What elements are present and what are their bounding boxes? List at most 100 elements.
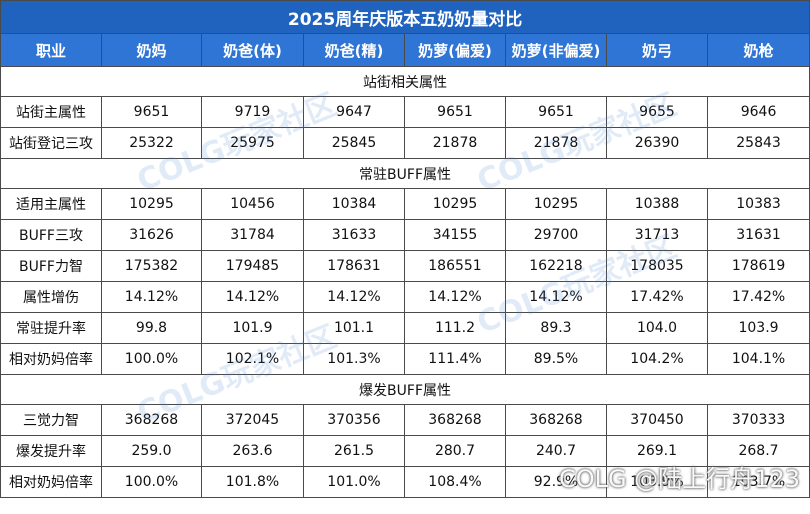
value-cell: 268.7	[706, 435, 810, 467]
value-cell: 14.12%	[201, 281, 304, 313]
row-label: 相对奶妈倍率	[0, 343, 102, 375]
value-cell: 10383	[706, 188, 810, 220]
value-cell: 103.9%	[606, 466, 708, 498]
value-cell: 370356	[303, 404, 405, 436]
row-label: 爆发提升率	[0, 435, 102, 467]
value-cell: 104.1%	[706, 343, 810, 375]
row-label: 站街主属性	[0, 96, 102, 128]
value-cell: 370333	[706, 404, 810, 436]
table-row: BUFF力智 175382 179485 178631 186551 162218 1780…	[0, 250, 810, 282]
header-cell: 奶妈	[101, 33, 202, 67]
header-cell: 奶萝(偏爱)	[404, 33, 506, 67]
value-cell: 99.8	[101, 312, 202, 344]
value-cell: 104.2%	[606, 343, 708, 375]
value-cell: 104.0	[606, 312, 708, 344]
value-cell: 17.42%	[606, 281, 708, 313]
value-cell: 103.7%	[706, 466, 810, 498]
row-label: 相对奶妈倍率	[0, 466, 102, 498]
section-label: 爆发BUFF属性	[0, 374, 810, 405]
value-cell: 17.42%	[706, 281, 810, 313]
header-cell: 奶枪	[706, 33, 810, 67]
value-cell: 111.4%	[404, 343, 506, 375]
value-cell: 9651	[404, 96, 506, 128]
value-cell: 370450	[606, 404, 708, 436]
header-cell: 奶弓	[606, 33, 708, 67]
table-row: 爆发提升率 259.0 263.6 261.5 280.7 240.7 269.1 268.7	[0, 435, 810, 467]
value-cell: 101.1	[303, 312, 405, 344]
value-cell: 25322	[101, 127, 202, 159]
value-cell: 368268	[505, 404, 607, 436]
table-row: 相对奶妈倍率 100.0% 101.8% 101.0% 108.4% 92.9% 103.9…	[0, 466, 810, 498]
table-row: 三觉力智 368268 372045 370356 368268 368268 370450…	[0, 404, 810, 436]
value-cell: 261.5	[303, 435, 405, 467]
value-cell: 10295	[101, 188, 202, 220]
value-cell: 108.4%	[404, 466, 506, 498]
title-row: 2025周年庆版本五奶奶量对比	[0, 0, 810, 34]
value-cell: 25843	[706, 127, 810, 159]
table-row: 常驻提升率 99.8 101.9 101.1 111.2 89.3 104.0 103.9	[0, 312, 810, 344]
value-cell: 9646	[706, 96, 810, 128]
value-cell: 31633	[303, 219, 405, 251]
value-cell: 10295	[404, 188, 506, 220]
value-cell: 263.6	[201, 435, 304, 467]
value-cell: 101.3%	[303, 343, 405, 375]
value-cell: 31631	[706, 219, 810, 251]
value-cell: 9651	[101, 96, 202, 128]
value-cell: 179485	[201, 250, 304, 282]
value-cell: 29700	[505, 219, 607, 251]
value-cell: 10456	[201, 188, 304, 220]
value-cell: 14.12%	[101, 281, 202, 313]
value-cell: 101.8%	[201, 466, 304, 498]
value-cell: 25845	[303, 127, 405, 159]
value-cell: 101.0%	[303, 466, 405, 498]
value-cell: 102.1%	[201, 343, 304, 375]
value-cell: 175382	[101, 250, 202, 282]
value-cell: 178619	[706, 250, 810, 282]
table-row: 相对奶妈倍率 100.0% 102.1% 101.3% 111.4% 89.5% 104.2…	[0, 343, 810, 375]
row-label: BUFF力智	[0, 250, 102, 282]
value-cell: 14.12%	[505, 281, 607, 313]
value-cell: 100.0%	[101, 343, 202, 375]
value-cell: 10295	[505, 188, 607, 220]
value-cell: 14.12%	[303, 281, 405, 313]
section-label: 站街相关属性	[0, 66, 810, 97]
value-cell: 26390	[606, 127, 708, 159]
table-row: 属性增伤 14.12% 14.12% 14.12% 14.12% 14.12% 17.42%…	[0, 281, 810, 313]
value-cell: 178035	[606, 250, 708, 282]
value-cell: 89.5%	[505, 343, 607, 375]
row-label: BUFF三攻	[0, 219, 102, 251]
table-row: 站街主属性 9651 9719 9647 9651 9651 9655 9646	[0, 96, 810, 128]
header-cell: 职业	[0, 33, 102, 67]
value-cell: 259.0	[101, 435, 202, 467]
value-cell: 280.7	[404, 435, 506, 467]
value-cell: 10388	[606, 188, 708, 220]
section-label: 常驻BUFF属性	[0, 158, 810, 189]
row-label: 三觉力智	[0, 404, 102, 436]
value-cell: 92.9%	[505, 466, 607, 498]
table-row: 适用主属性 10295 10456 10384 10295 10295 10388 10383	[0, 188, 810, 220]
value-cell: 101.9	[201, 312, 304, 344]
value-cell: 368268	[101, 404, 202, 436]
value-cell: 186551	[404, 250, 506, 282]
value-cell: 21878	[505, 127, 607, 159]
row-label: 常驻提升率	[0, 312, 102, 344]
value-cell: 100.0%	[101, 466, 202, 498]
section-row: 爆发BUFF属性	[0, 374, 810, 405]
value-cell: 34155	[404, 219, 506, 251]
header-cell: 奶爸(精)	[303, 33, 405, 67]
value-cell: 21878	[404, 127, 506, 159]
value-cell: 10384	[303, 188, 405, 220]
table-row: BUFF三攻 31626 31784 31633 34155 29700 31713 3163…	[0, 219, 810, 251]
table-row: 站街登记三攻 25322 25975 25845 21878 21878 26390 2584…	[0, 127, 810, 159]
section-row: 常驻BUFF属性	[0, 158, 810, 189]
value-cell: 368268	[404, 404, 506, 436]
row-label: 属性增伤	[0, 281, 102, 313]
section-row: 站街相关属性	[0, 66, 810, 97]
table-title: 2025周年庆版本五奶奶量对比	[0, 0, 810, 34]
header-cell: 奶爸(体)	[201, 33, 304, 67]
value-cell: 372045	[201, 404, 304, 436]
value-cell: 240.7	[505, 435, 607, 467]
row-label: 适用主属性	[0, 188, 102, 220]
value-cell: 269.1	[606, 435, 708, 467]
header-row: 职业 奶妈 奶爸(体) 奶爸(精) 奶萝(偏爱) 奶萝(非偏爱) 奶弓 奶枪	[0, 33, 810, 67]
